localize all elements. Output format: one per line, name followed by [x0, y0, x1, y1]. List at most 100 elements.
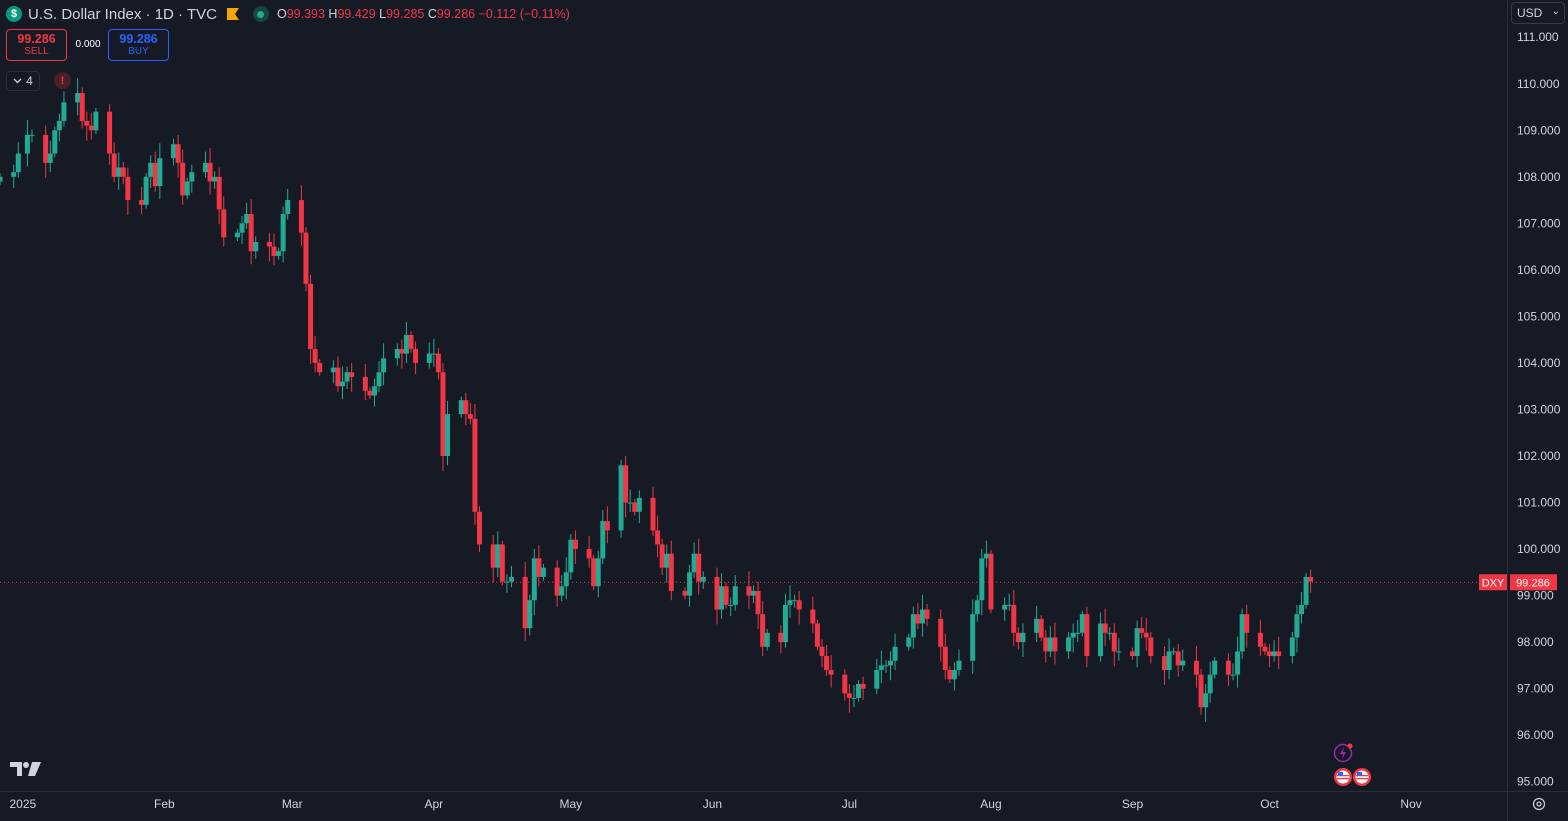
candle [687, 564, 693, 607]
candle [1066, 631, 1072, 659]
candle-body [1235, 651, 1241, 675]
candle-body [1271, 651, 1277, 657]
us-flag-event-icon[interactable] [1334, 768, 1352, 786]
candle-body [915, 614, 921, 624]
candle [221, 196, 227, 247]
candle [1084, 606, 1090, 668]
candle [435, 348, 441, 380]
candle-body [604, 521, 610, 531]
y-tick-label: 108.000 [1517, 170, 1561, 184]
tradingview-logo-icon[interactable] [10, 760, 42, 778]
alert-icon[interactable]: ! [54, 72, 71, 89]
candle-body [495, 544, 501, 568]
candle [636, 490, 642, 523]
candle [1047, 626, 1053, 657]
candle-body [477, 511, 482, 545]
candle [828, 655, 834, 688]
market-status-icon[interactable] [252, 6, 269, 22]
candle-body [125, 176, 131, 201]
lightning-dot [1347, 743, 1353, 749]
sell-button[interactable]: 99.286 SELL [6, 29, 67, 61]
candle [504, 574, 510, 593]
candle [919, 594, 925, 637]
candle-body [248, 214, 254, 252]
ohlc-values: O99.393 H99.429 L99.285 C99.286 −0.112 (… [276, 7, 570, 21]
flag-stripe [1356, 775, 1368, 777]
candle-body [947, 670, 953, 680]
candle [627, 489, 633, 512]
settings-icon[interactable] [1532, 797, 1546, 811]
y-tick-label: 106.000 [1517, 263, 1561, 277]
candle [1193, 645, 1199, 688]
candle [266, 232, 272, 262]
candle-body [554, 567, 560, 596]
candle-body [221, 209, 227, 238]
indicators-toggle[interactable]: 4 [6, 71, 40, 91]
candle-body [600, 521, 606, 559]
candle-body [878, 665, 884, 671]
candle-body [1116, 651, 1122, 653]
candle [1002, 597, 1008, 621]
candle [787, 585, 793, 618]
candle-body [1107, 632, 1113, 634]
candle [271, 233, 277, 266]
candle-body [212, 176, 218, 182]
flag-icon[interactable] [226, 8, 239, 20]
candle [212, 171, 218, 189]
candle [792, 594, 798, 608]
candle [1257, 619, 1263, 657]
candle-body [659, 544, 665, 568]
candle [408, 331, 414, 353]
candle-body [787, 600, 793, 605]
candle-body [691, 553, 697, 573]
candle [1043, 630, 1049, 663]
candle-body [1289, 637, 1295, 657]
y-tick-label: 98.000 [1517, 635, 1554, 649]
candle [189, 164, 195, 193]
candle [298, 185, 304, 246]
candle [951, 662, 957, 691]
y-tick-label: 105.000 [1517, 309, 1561, 323]
candle [403, 321, 409, 363]
candle-body [56, 120, 62, 131]
currency-select[interactable]: USD ⌄ [1511, 2, 1565, 24]
candle-body [1162, 656, 1167, 671]
candle [431, 338, 437, 367]
lightning-event-icon[interactable] [1333, 743, 1353, 763]
candle [440, 362, 446, 471]
candle-body [851, 697, 857, 699]
x-tick-label: Apr [424, 797, 443, 811]
buy-button[interactable]: 99.286 BUY [108, 29, 169, 61]
candle [280, 206, 286, 263]
candle [1107, 627, 1113, 641]
candle-body [1175, 651, 1181, 666]
candle-body [828, 670, 834, 675]
candle-body [627, 502, 633, 504]
candle [467, 402, 473, 425]
candle [655, 515, 661, 558]
candle-body [956, 660, 962, 671]
candle [362, 363, 368, 401]
candle-body [0, 176, 3, 182]
candle-body [317, 362, 323, 373]
candle-body [1011, 604, 1017, 633]
candle [723, 582, 729, 609]
candle-body [1139, 628, 1145, 633]
candle-body [29, 134, 35, 136]
candle [216, 167, 222, 225]
candle-body [1066, 637, 1072, 652]
symbol-title[interactable]: U.S. Dollar Index · 1D · TVC [28, 5, 217, 23]
candle [29, 129, 35, 143]
candle [1034, 605, 1040, 643]
us-flag-event-icon[interactable] [1353, 768, 1371, 786]
candle [1276, 636, 1282, 670]
candle [1230, 663, 1236, 681]
candle [536, 545, 542, 587]
y-tick-label: 96.000 [1517, 728, 1554, 742]
candle-body [1075, 632, 1081, 634]
candle [1180, 649, 1186, 671]
candle-body [856, 683, 862, 698]
candle-body [883, 665, 889, 667]
candle-body [1006, 604, 1012, 606]
